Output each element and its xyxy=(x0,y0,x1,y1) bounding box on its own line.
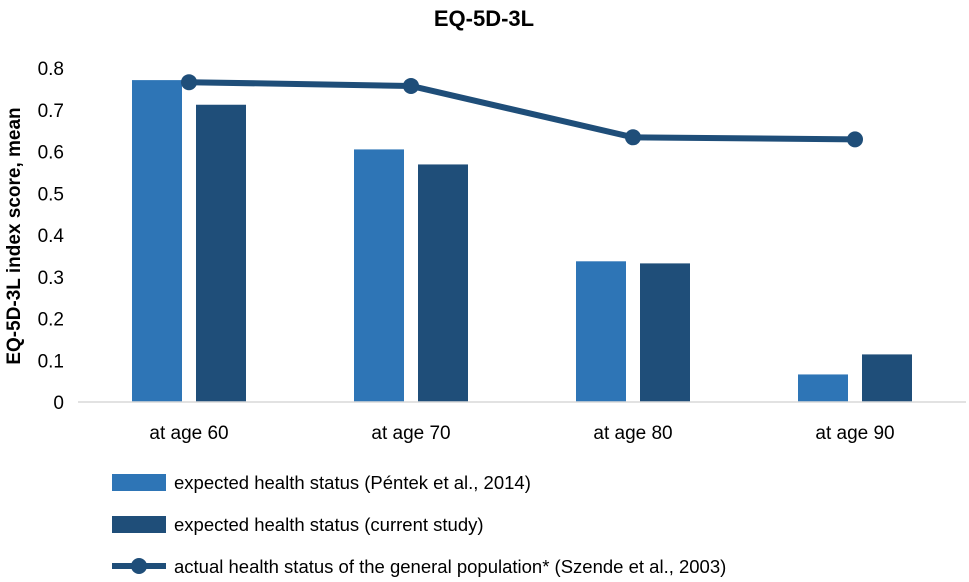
legend-swatch-marker xyxy=(131,558,147,574)
y-tick-label: 0.8 xyxy=(38,59,64,80)
y-tick-label: 0.3 xyxy=(38,268,64,289)
chart-title: EQ-5D-3L xyxy=(434,6,534,31)
legend-swatch-1 xyxy=(112,474,166,491)
bar-series2-4 xyxy=(862,354,912,402)
legend-label-1: expected health status (Péntek et al., 2… xyxy=(174,472,531,493)
bar-series2-2 xyxy=(418,164,468,402)
line-series xyxy=(181,74,863,148)
y-axis-label: EQ-5D-3L index score, mean xyxy=(4,107,25,364)
bar-series1-2 xyxy=(354,149,404,402)
legend-label-3: actual health status of the general popu… xyxy=(174,556,726,577)
x-tick-label: at age 60 xyxy=(149,423,228,444)
line-point-2 xyxy=(403,77,419,94)
y-tick-label: 0.6 xyxy=(38,143,64,164)
y-tick-labels: 0 0.1 0.2 0.3 0.4 0.5 0.6 0.7 0.8 xyxy=(38,59,65,414)
legend-swatch-2 xyxy=(112,516,166,533)
line-point-4 xyxy=(847,131,863,148)
y-tick-label: 0.1 xyxy=(38,351,64,372)
bar-series1-3 xyxy=(576,261,626,402)
bar-series1-1 xyxy=(132,80,182,403)
legend: expected health status (Péntek et al., 2… xyxy=(112,472,726,577)
x-tick-label: at age 90 xyxy=(815,423,894,444)
y-tick-label: 0 xyxy=(53,393,64,414)
y-tick-label: 0.4 xyxy=(38,226,65,247)
y-tick-label: 0.5 xyxy=(38,184,64,205)
line-point-3 xyxy=(625,129,641,146)
x-tick-labels: at age 60 at age 70 at age 80 at age 90 xyxy=(149,423,894,444)
line-series-path xyxy=(186,79,858,143)
x-tick-label: at age 80 xyxy=(593,423,672,444)
line-point-1 xyxy=(181,74,197,91)
y-tick-label: 0.7 xyxy=(38,101,64,122)
legend-label-2: expected health status (current study) xyxy=(174,514,484,535)
bars xyxy=(132,80,912,403)
bar-series1-4 xyxy=(798,374,848,402)
bar-series2-1 xyxy=(196,104,246,403)
x-tick-label: at age 70 xyxy=(371,423,450,444)
bar-series2-3 xyxy=(640,263,690,402)
y-tick-label: 0.2 xyxy=(38,310,64,331)
